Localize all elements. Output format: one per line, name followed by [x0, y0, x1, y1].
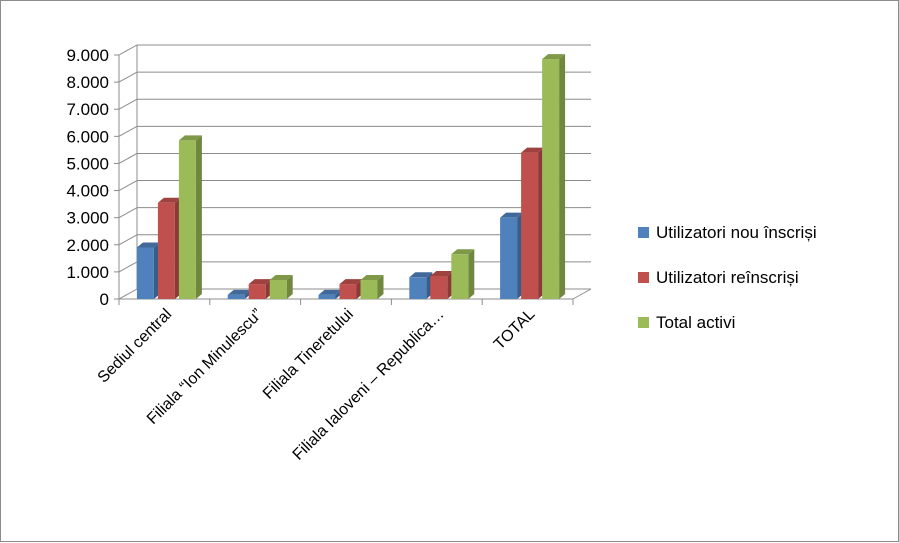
bar-top — [227, 289, 251, 295]
category-label: TOTAL — [491, 306, 539, 354]
gridlines — [118, 44, 591, 300]
legend: Utilizatori nou înscriși Utilizatori reîn… — [638, 223, 817, 332]
legend-label: Total activi — [656, 313, 735, 332]
bar — [360, 280, 378, 299]
bar — [409, 277, 427, 299]
gridline-slant — [118, 261, 138, 273]
legend-swatch — [638, 227, 649, 238]
bars — [136, 54, 566, 299]
bar-side — [559, 54, 566, 299]
bar-top — [521, 147, 545, 153]
y-tick-label: 6.000 — [66, 127, 109, 146]
gridline-slant — [118, 71, 138, 83]
bar-top — [409, 272, 433, 278]
y-tick-label: 5.000 — [66, 154, 109, 173]
legend-swatch — [638, 317, 649, 328]
bar-top — [178, 135, 202, 141]
bar-top — [339, 279, 363, 285]
y-tick-label: 2.000 — [66, 236, 109, 255]
bar — [157, 202, 175, 299]
bar — [430, 275, 448, 299]
bar — [339, 284, 357, 299]
y-tick-label: 8.000 — [66, 73, 109, 92]
y-tick-label: 9.000 — [66, 46, 109, 65]
y-tick-label: 4.000 — [66, 182, 109, 201]
bar-top — [318, 289, 342, 295]
bar-top — [157, 197, 181, 203]
gridline-slant — [118, 288, 138, 300]
bar-top — [269, 275, 293, 281]
bar-top — [500, 212, 524, 218]
gridline-slant — [118, 98, 138, 110]
category-label: Sediul central — [95, 306, 176, 387]
bar-side — [286, 275, 293, 299]
floor-right-edge — [572, 288, 592, 300]
legend-swatch — [638, 272, 649, 283]
bar — [269, 280, 287, 299]
bar-top — [136, 242, 160, 248]
bar-side — [377, 275, 384, 299]
bar-side — [468, 249, 475, 299]
legend-label: Utilizatori nou înscriși — [656, 223, 817, 242]
bar-top — [430, 270, 454, 276]
bar-top — [360, 275, 384, 281]
gridline-slant — [118, 125, 138, 137]
bar — [542, 59, 560, 299]
y-tick-label: 0 — [100, 290, 109, 309]
bar — [318, 294, 336, 299]
legend-label: Utilizatori reînscriși — [656, 268, 799, 287]
gridline-slant — [118, 44, 138, 56]
bar — [500, 217, 518, 299]
gridline-slant — [118, 180, 138, 191]
bar-side — [195, 135, 202, 299]
bar — [178, 140, 196, 299]
bar — [136, 247, 154, 299]
y-tick-label: 3.000 — [66, 209, 109, 228]
category-label: Filiala Tineretului — [260, 306, 357, 403]
bar-top — [248, 279, 272, 285]
bar — [227, 294, 245, 299]
y-tick-label: 1.000 — [66, 263, 109, 282]
gridline-slant — [118, 234, 138, 246]
category-label: Filiala Ialoveni – Republica… — [290, 306, 448, 464]
gridline-slant — [118, 207, 138, 219]
gridline-slant — [118, 153, 138, 164]
y-tick-label: 7.000 — [66, 100, 109, 119]
bar-top — [542, 54, 566, 60]
y-tick-labels: 0 1.000 2.000 3.000 4.000 5.000 6.000 7.000 8.00… — [66, 46, 109, 309]
bar — [521, 152, 539, 299]
bar-top — [451, 249, 475, 255]
bar — [248, 284, 266, 299]
bar — [451, 254, 469, 299]
